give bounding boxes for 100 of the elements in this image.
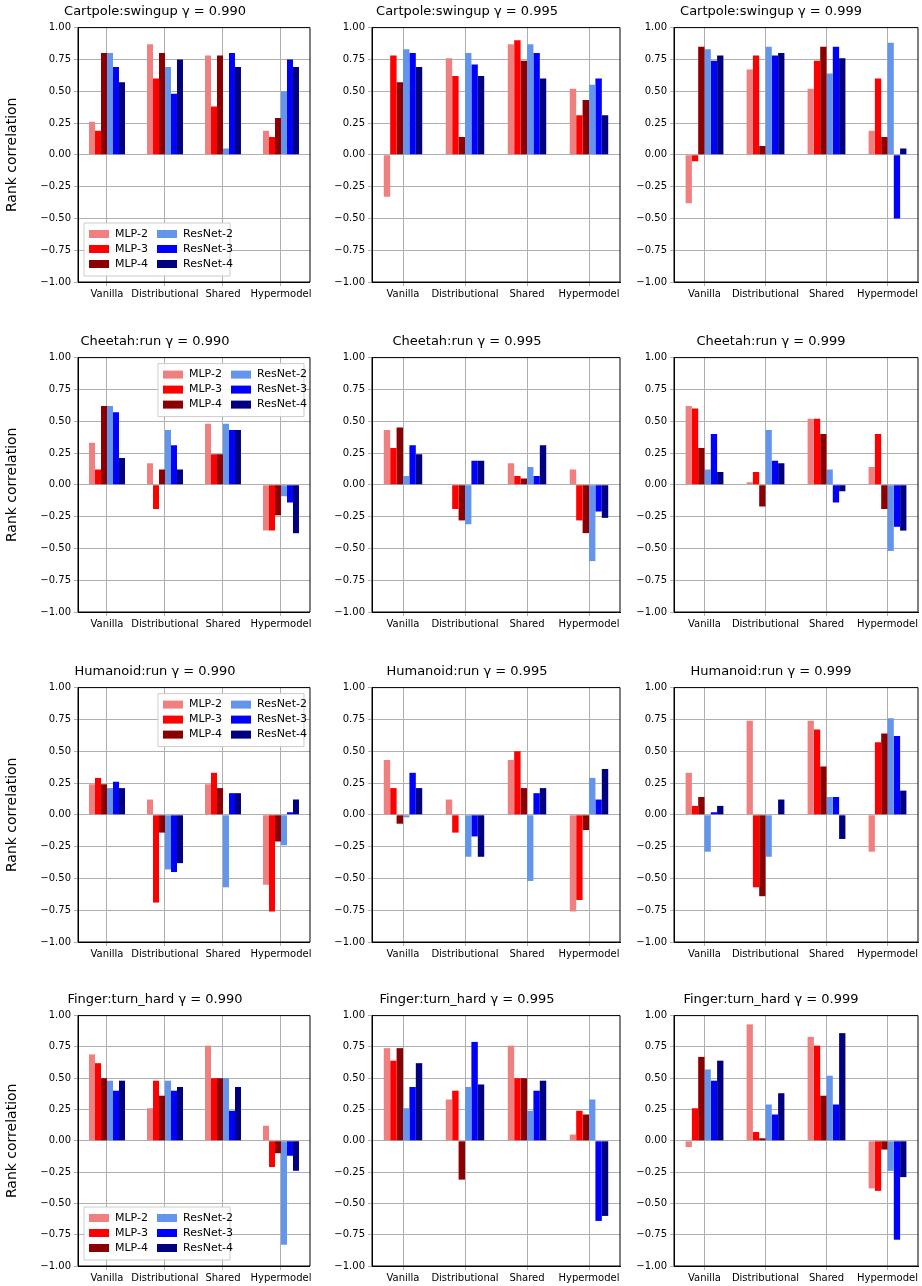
y-tick-label: −1.00 [40,1259,71,1271]
bar [458,136,465,155]
bar [746,69,753,155]
y-tick-label: 1.00 [342,1009,365,1021]
bar [170,815,177,873]
bar [507,760,515,815]
x-tick-label: Distributional [431,287,499,299]
legend-label: ResNet-4 [256,727,307,741]
bar [527,815,534,881]
bar [717,1060,724,1141]
y-tick-label: −1.00 [636,1259,667,1271]
y-tick-label: 0.25 [644,446,667,458]
legend-label: MLP-4 [188,727,222,741]
bar [176,1086,183,1141]
bar [839,485,846,492]
y-tick-label: 0.50 [644,84,667,96]
bar [900,485,907,531]
bar [601,769,609,815]
x-tick-label: Hypermodel [250,617,312,629]
legend-label: MLP-3 [115,241,148,255]
bar [205,1045,212,1141]
chart-title: Cartpole:swingup γ = 0.999 [680,3,862,19]
bar [234,793,241,815]
bar [269,1141,275,1168]
x-tick-label: Distributional [731,617,800,629]
bar [539,788,547,815]
bar [112,781,119,815]
bar [445,58,453,155]
bar [691,1108,699,1141]
bar [832,796,840,815]
y-tick-label: −0.50 [636,541,667,553]
bar [205,55,212,155]
y-tick-label: −0.50 [636,871,667,883]
bar [868,815,875,852]
bar [409,772,416,815]
bar [263,815,270,885]
y-tick-label: 0.50 [644,1071,667,1083]
y-tick-label: −0.50 [40,211,71,223]
bar [507,463,515,485]
bar [263,1125,270,1141]
bar [409,1086,416,1141]
legend-label: MLP-2 [188,697,222,711]
x-tick-label: Shared [808,947,845,959]
bar [275,1141,281,1154]
bar [778,53,785,155]
y-tick-label: 0.25 [644,776,667,788]
y-tick-label: 0.75 [342,1040,365,1052]
bar [471,1041,478,1141]
bar [900,790,907,815]
bar [112,67,119,155]
bar [520,478,527,485]
bar [101,784,107,815]
y-tick-label: 1.00 [644,1009,667,1021]
bar [153,485,160,509]
bar [390,55,397,155]
y-tick-label: −0.75 [636,1228,667,1240]
legend-label: ResNet-3 [183,241,233,255]
chart-title: Humanoid:run γ = 0.990 [74,663,236,679]
bar [595,485,602,512]
bar [539,78,547,155]
legend-label: ResNet-3 [183,1225,233,1239]
y-tick-label: −0.50 [40,541,71,553]
chart-title: Cartpole:swingup γ = 0.995 [376,3,558,19]
bar [390,788,397,815]
x-tick-label: Vanilla [90,617,124,629]
chart-title: Finger:turn_hard γ = 0.999 [683,991,859,1007]
bar [704,815,711,852]
bar [539,1080,547,1141]
y-tick-label: 0.25 [342,116,365,128]
bar [205,423,212,485]
bar [881,1141,888,1150]
bar [286,485,293,503]
bar [159,815,165,833]
bar [383,155,391,197]
y-tick-label: 0.50 [48,1071,71,1083]
bar [415,454,423,485]
bar [717,805,724,815]
y-tick-label: −0.75 [334,903,365,915]
y-tick-label: 0.00 [644,148,667,160]
bar [452,485,459,509]
x-tick-label: Shared [509,1271,545,1283]
x-tick-label: Hypermodel [558,617,620,629]
y-tick-label: 0.75 [48,52,71,64]
bar [514,475,521,485]
y-tick-label: 0.00 [342,478,365,490]
y-tick-label: −0.50 [636,1196,667,1208]
bar [217,454,223,485]
y-tick-label: −0.25 [636,840,667,852]
bar [223,423,229,485]
bar [390,1060,397,1141]
y-tick-label: −0.75 [636,243,667,255]
y-tick-label: −0.75 [334,573,365,585]
bar [176,469,183,485]
bar [765,430,772,485]
y-tick-label: 0.75 [48,382,71,394]
y-tick-label: −1.00 [334,605,365,617]
bar [292,67,299,155]
legend-label: MLP-4 [115,256,148,270]
y-tick-label: 0.25 [342,446,365,458]
bar [569,815,577,912]
